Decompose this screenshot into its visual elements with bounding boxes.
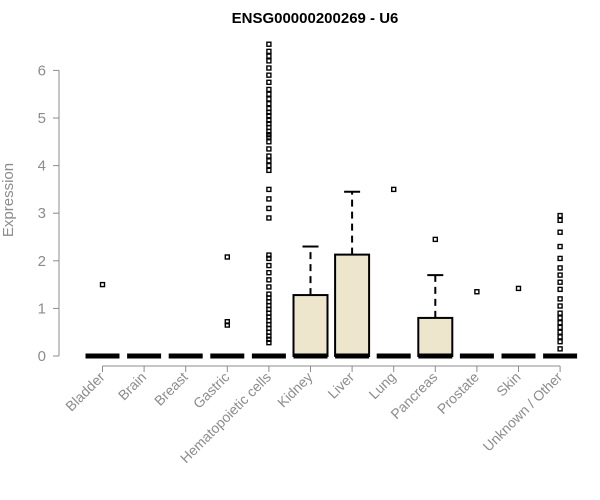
y-axis-label: Expression	[0, 163, 17, 237]
outlier-point	[224, 319, 231, 325]
outlier-point	[266, 79, 272, 86]
outlier-point	[557, 243, 563, 250]
outlier-point	[557, 310, 563, 316]
outlier-point	[266, 186, 272, 193]
outlier-point	[99, 281, 106, 288]
outlier-point	[266, 48, 272, 55]
y-tick-label: 3	[38, 205, 46, 222]
x-tick-label: Lung	[365, 369, 398, 402]
outlier-point	[557, 212, 563, 219]
y-axis: 0 1 2 3 4 5 6	[38, 62, 60, 365]
box-group	[543, 212, 578, 359]
outlier-point	[266, 158, 272, 164]
outlier-point	[266, 252, 272, 258]
x-tick-label: Skin	[493, 369, 524, 400]
outlier-point	[557, 265, 563, 271]
outlier-point	[557, 319, 563, 326]
outlier-point	[266, 65, 272, 71]
outlier-point	[515, 285, 522, 292]
x-tick-label: Bladder	[62, 369, 108, 415]
outlier-point	[224, 254, 231, 260]
box-iqr	[417, 316, 454, 358]
outlier-point	[266, 153, 272, 159]
x-tick-label: Brain	[115, 369, 149, 403]
x-tick-label: Breast	[151, 369, 191, 409]
box-group	[501, 285, 536, 359]
box-iqr	[334, 253, 371, 357]
x-tick-label: Unknown / Other	[480, 369, 566, 455]
outlier-point	[266, 277, 272, 283]
outlier-point	[557, 229, 563, 235]
outlier-point	[266, 215, 272, 221]
box-group	[417, 236, 454, 359]
outlier-point	[266, 58, 272, 64]
y-tick-label: 6	[38, 62, 46, 79]
outlier-point	[266, 41, 272, 47]
outlier-point	[266, 270, 272, 276]
outlier-point	[266, 139, 272, 145]
outlier-point	[266, 167, 272, 174]
chart-title: ENSG00000200269 - U6	[232, 10, 399, 27]
box-series	[85, 41, 578, 359]
box-group	[376, 186, 411, 359]
box-group	[251, 41, 286, 359]
x-tick-label: Kidney	[274, 369, 316, 411]
outlier-point	[266, 284, 272, 290]
outlier-point	[474, 289, 480, 295]
outlier-point	[266, 86, 272, 93]
outlier-point	[266, 105, 272, 112]
outlier-point	[266, 96, 272, 102]
outlier-point	[557, 279, 563, 285]
outlier-point	[266, 162, 272, 169]
box-group	[292, 245, 329, 359]
outlier-point	[557, 255, 563, 262]
outlier-point	[266, 53, 272, 59]
outlier-point	[557, 286, 563, 293]
outlier-point	[557, 329, 563, 335]
box-group	[334, 190, 371, 359]
box-iqr	[292, 294, 329, 357]
outlier-point	[557, 346, 563, 352]
outlier-point	[266, 196, 272, 202]
y-tick-label: 0	[38, 348, 46, 365]
outlier-point	[557, 296, 563, 302]
outlier-point	[266, 262, 272, 269]
outlier-point	[557, 315, 563, 321]
outlier-point	[432, 236, 438, 243]
box-group	[459, 289, 494, 359]
y-tick-label: 2	[38, 253, 46, 270]
outlier-point	[266, 117, 272, 124]
outlier-point	[266, 291, 272, 297]
y-tick-label: 1	[38, 300, 46, 317]
outlier-point	[266, 101, 272, 107]
outlier-point	[266, 146, 272, 152]
outlier-point	[391, 186, 397, 193]
outlier-point	[557, 303, 563, 309]
outlier-point	[266, 205, 272, 212]
x-tick-label: Prostate	[434, 369, 482, 417]
y-tick-label: 5	[38, 110, 46, 127]
y-tick-label: 4	[38, 158, 46, 175]
box-group	[210, 254, 245, 359]
outlier-point	[266, 72, 272, 78]
outlier-point	[557, 339, 563, 345]
x-tick-label: Liver	[324, 369, 357, 402]
outlier-point	[557, 324, 563, 331]
outlier-point	[557, 272, 563, 278]
box-group	[85, 281, 120, 359]
outlier-point	[266, 91, 272, 97]
outlier-point	[557, 217, 563, 224]
outlier-point	[557, 334, 563, 340]
